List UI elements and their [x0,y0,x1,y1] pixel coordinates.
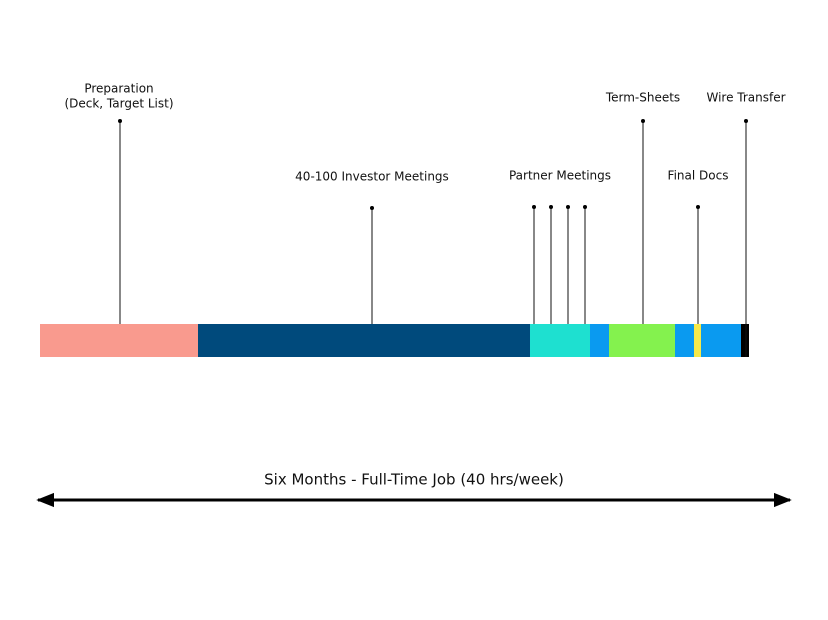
segment [694,324,701,357]
label: Preparation [84,82,153,96]
pin-dot [641,119,645,123]
segment [741,324,749,357]
label: Wire Transfer [706,91,785,105]
pin-dot [583,205,587,209]
pins [118,119,748,357]
label: Partner Meetings [509,169,611,183]
label: (Deck, Target List) [64,97,173,111]
pin-dot [549,205,553,209]
segment [675,324,694,357]
pin-dot [118,119,122,123]
label: Final Docs [668,169,729,183]
pin-dot [370,206,374,210]
segment [609,324,675,357]
pin-dot [744,119,748,123]
pin-dot [532,205,536,209]
segment [40,324,198,357]
segment [198,324,530,357]
segment [701,324,741,357]
pin-dot [696,205,700,209]
segment [530,324,590,357]
duration-label: Six Months - Full-Time Job (40 hrs/week) [264,471,564,489]
label: 40-100 Investor Meetings [295,170,449,184]
pin-dot [566,205,570,209]
label: Term-Sheets [605,91,680,105]
segment [590,324,609,357]
timeline-bar [40,324,749,357]
